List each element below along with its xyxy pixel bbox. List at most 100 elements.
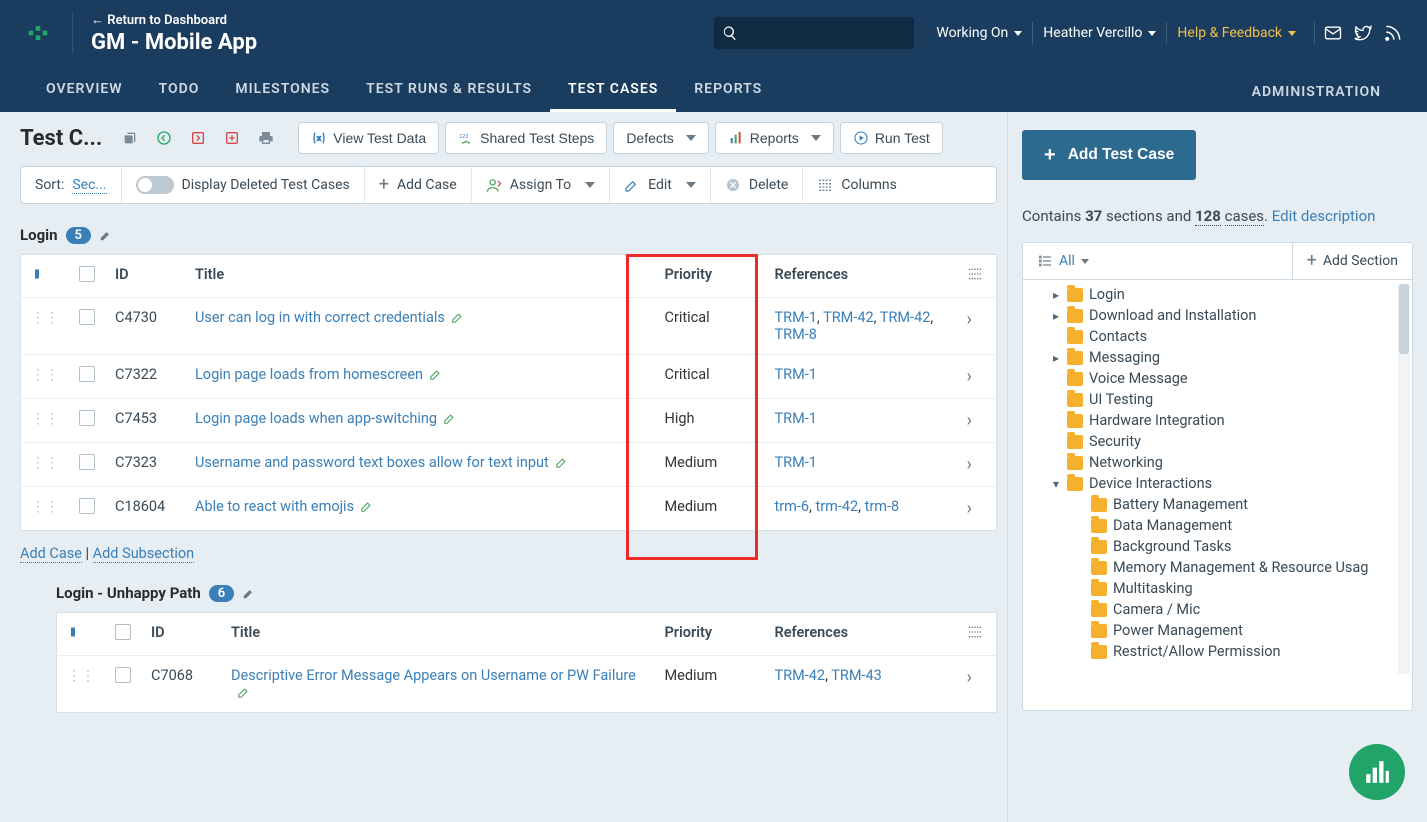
select-all-checkbox[interactable]	[79, 266, 95, 282]
sort-control[interactable]: Sort: Sec...	[21, 168, 122, 203]
tree-expand-icon[interactable]: ▸	[1051, 288, 1061, 302]
search-input[interactable]	[714, 17, 914, 49]
tree-item[interactable]: Restrict/Allow Permission	[1031, 641, 1406, 662]
user-dropdown[interactable]: Heather Vercillo	[1043, 25, 1156, 41]
row-title-link[interactable]: Username and password text boxes allow f…	[195, 454, 549, 471]
inline-edit-icon[interactable]	[451, 310, 465, 324]
row-title-link[interactable]: User can log in with correct credentials	[195, 309, 445, 326]
tree-expand-icon[interactable]: ▸	[1051, 351, 1061, 365]
row-title-link[interactable]: Descriptive Error Message Appears on Use…	[231, 667, 636, 684]
export2-icon[interactable]	[218, 124, 246, 152]
tree-item[interactable]: ▾Device Interactions	[1031, 473, 1406, 494]
ref-link[interactable]: TRM-42	[880, 309, 931, 326]
tree-item[interactable]: Memory Management & Resource Usag	[1031, 557, 1406, 578]
sections-filter-all[interactable]: All	[1023, 243, 1293, 279]
tree-item[interactable]: Data Management	[1031, 515, 1406, 536]
tree-item[interactable]: Hardware Integration	[1031, 410, 1406, 431]
reports-dropdown[interactable]: Reports	[715, 122, 834, 154]
tree-item[interactable]: Networking	[1031, 452, 1406, 473]
copy-icon[interactable]	[116, 124, 144, 152]
nav-tab[interactable]: OVERVIEW	[28, 69, 141, 112]
add-section-button[interactable]: + Add Section	[1293, 243, 1412, 279]
edit-description-link[interactable]: Edit description	[1272, 207, 1376, 225]
tree-item[interactable]: Voice Message	[1031, 368, 1406, 389]
chevron-right-icon[interactable]: ›	[967, 366, 972, 387]
column-menu-icon[interactable]	[967, 266, 983, 282]
export-icon[interactable]	[184, 124, 212, 152]
drag-handle-icon[interactable]: ⋮⋮	[31, 310, 59, 326]
tree-item[interactable]: Multitasking	[1031, 578, 1406, 599]
chevron-right-icon[interactable]: ›	[967, 667, 972, 688]
ref-link[interactable]: TRM-1	[775, 410, 817, 427]
tree-item[interactable]: Battery Management	[1031, 494, 1406, 515]
view-test-data-button[interactable]: x View Test Data	[298, 122, 439, 154]
chevron-right-icon[interactable]: ›	[967, 498, 972, 519]
shared-steps-button[interactable]: 123 Shared Test Steps	[445, 122, 607, 154]
edit-section-icon[interactable]	[242, 586, 256, 600]
row-title-link[interactable]: Login page loads from homescreen	[195, 366, 423, 383]
nav-tab[interactable]: TODO	[141, 69, 218, 112]
drag-handle-icon[interactable]: ⋮⋮	[31, 499, 59, 515]
ref-link[interactable]: TRM-1	[775, 366, 817, 383]
add-test-case-button[interactable]: + Add Test Case	[1022, 130, 1196, 180]
nav-tab[interactable]: MILESTONES	[217, 69, 348, 112]
tree-item[interactable]: Security	[1031, 431, 1406, 452]
inline-edit-icon[interactable]	[360, 499, 374, 513]
nav-admin[interactable]: ADMINISTRATION	[1234, 72, 1399, 112]
edit-section-icon[interactable]	[99, 228, 113, 242]
select-all-checkbox[interactable]	[115, 624, 131, 640]
row-checkbox[interactable]	[79, 454, 95, 470]
tree-item[interactable]: Contacts	[1031, 326, 1406, 347]
ref-link[interactable]: TRM-42	[775, 667, 826, 684]
nav-tab[interactable]: TEST RUNS & RESULTS	[348, 69, 550, 112]
twitter-icon[interactable]	[1353, 23, 1373, 43]
row-checkbox[interactable]	[79, 309, 95, 325]
nav-tab[interactable]: REPORTS	[676, 69, 780, 112]
tree-item[interactable]: UI Testing	[1031, 389, 1406, 410]
tree-item[interactable]: Power Management	[1031, 620, 1406, 641]
scrollbar[interactable]	[1398, 284, 1410, 674]
add-subsection-link[interactable]: Add Subsection	[93, 545, 194, 563]
ref-link[interactable]: trm-6	[775, 498, 810, 515]
import-icon[interactable]	[150, 124, 178, 152]
chevron-right-icon[interactable]: ›	[967, 309, 972, 330]
row-checkbox[interactable]	[79, 410, 95, 426]
row-checkbox[interactable]	[79, 498, 95, 514]
tree-expand-icon[interactable]: ▸	[1051, 309, 1061, 323]
ref-link[interactable]: TRM-43	[831, 667, 882, 684]
defects-dropdown[interactable]: Defects	[613, 122, 708, 154]
col-priority[interactable]: Priority	[655, 255, 765, 298]
col-title[interactable]: Title	[185, 255, 655, 298]
row-title-link[interactable]: Login page loads when app-switching	[195, 410, 437, 427]
assign-to-dropdown[interactable]: Assign To	[472, 168, 610, 202]
return-link[interactable]: ← Return to Dashboard	[91, 12, 257, 28]
help-dropdown[interactable]: Help & Feedback	[1177, 25, 1296, 41]
ref-link[interactable]: TRM-1	[775, 454, 817, 471]
ref-link[interactable]: TRM-1	[775, 309, 817, 326]
chevron-right-icon[interactable]: ›	[967, 410, 972, 431]
inline-edit-icon[interactable]	[237, 685, 251, 699]
drag-handle-icon[interactable]: ⋮⋮	[31, 411, 59, 427]
drag-handle-icon[interactable]: ⋮⋮	[31, 455, 59, 471]
col-id[interactable]: ID	[105, 255, 185, 298]
col-references[interactable]: References	[765, 255, 957, 298]
add-case-button[interactable]: + Add Case	[365, 168, 472, 202]
add-case-link[interactable]: Add Case	[20, 545, 82, 563]
drag-handle-icon[interactable]: ⋮⋮	[31, 367, 59, 383]
run-test-button[interactable]: Run Test	[840, 122, 943, 154]
col-references[interactable]: References	[765, 613, 957, 656]
mail-icon[interactable]	[1323, 23, 1343, 43]
delete-button[interactable]: Delete	[711, 168, 803, 202]
ref-link[interactable]: TRM-42	[823, 309, 874, 326]
tree-item[interactable]: Background Tasks	[1031, 536, 1406, 557]
row-title-link[interactable]: Able to react with emojis	[195, 498, 354, 515]
toggle-deleted[interactable]: Display Deleted Test Cases	[122, 167, 365, 203]
col-priority[interactable]: Priority	[655, 613, 765, 656]
row-checkbox[interactable]	[79, 366, 95, 382]
tree-item[interactable]: ▸Login	[1031, 284, 1406, 305]
chevron-right-icon[interactable]: ›	[967, 454, 972, 475]
ref-link[interactable]: trm-42	[815, 498, 858, 515]
tree-item[interactable]: ▸Messaging	[1031, 347, 1406, 368]
column-menu-icon[interactable]	[967, 624, 983, 640]
col-title[interactable]: Title	[221, 613, 655, 656]
